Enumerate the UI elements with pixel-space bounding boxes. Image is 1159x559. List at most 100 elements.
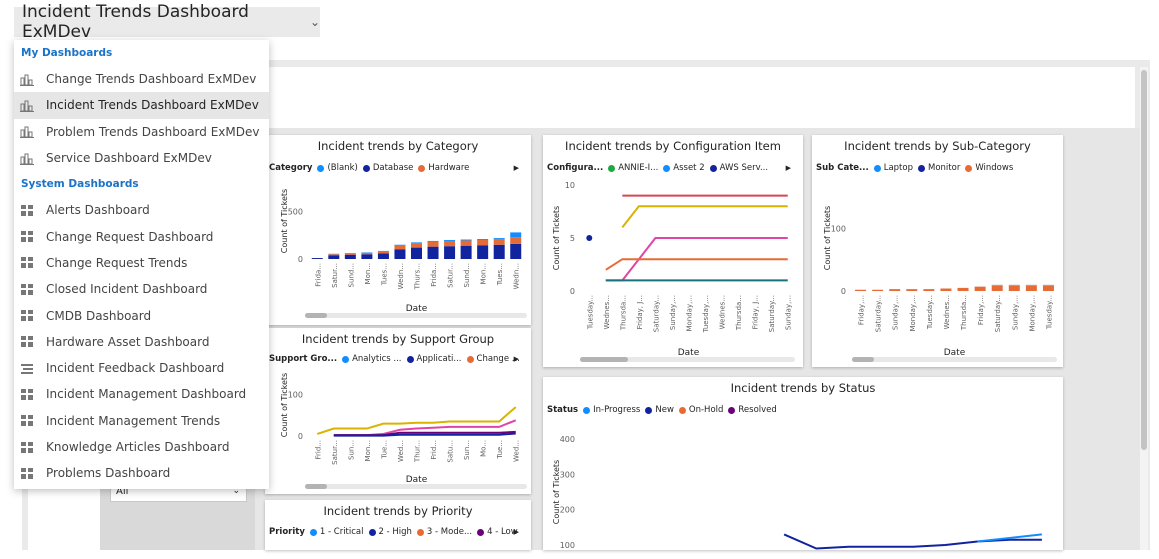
bar bbox=[427, 246, 439, 259]
feedback-icon bbox=[20, 362, 34, 375]
x-tick-label: Thursda... bbox=[735, 295, 743, 331]
legend-next-arrow-icon[interactable]: ▶ bbox=[513, 164, 519, 172]
legend-item[interactable]: 4 - Low bbox=[477, 527, 518, 537]
legend-item[interactable]: ANNIE-I... bbox=[608, 163, 658, 173]
legend-item[interactable]: Analytics ... bbox=[342, 354, 402, 364]
dashboard-menu-item[interactable]: Incident Management Trends bbox=[14, 408, 269, 434]
legend-item[interactable]: Resolved bbox=[728, 405, 777, 415]
dashboard-menu-item-label: Problems Dashboard bbox=[46, 466, 171, 481]
legend-item[interactable]: On-Hold bbox=[678, 405, 723, 415]
dashboard-selector[interactable]: Incident Trends Dashboard ExMDev ⌄ bbox=[14, 2, 320, 42]
bar bbox=[311, 258, 323, 259]
dashboard-menu-item[interactable]: Closed Incident Dashboard bbox=[14, 276, 269, 302]
dashboard-menu-item-label: Incident Feedback Dashboard bbox=[46, 361, 225, 376]
bar bbox=[394, 244, 406, 246]
dashboard-menu-item[interactable]: Incident Management Dashboard bbox=[14, 381, 269, 407]
x-axis-title: Date bbox=[406, 475, 428, 485]
support-group-chart-svg: 100 0 Frid... Satur... Sun... Mon... Tue... Wed… bbox=[280, 373, 521, 485]
dashboard-menu-item-label: Problem Trends Dashboard ExMDev bbox=[46, 124, 260, 139]
x-tick-label: Friday, J... bbox=[636, 295, 644, 329]
bar bbox=[411, 247, 422, 259]
legend-item[interactable]: AWS Serv... bbox=[709, 163, 768, 173]
bar bbox=[493, 239, 505, 245]
legend-item[interactable]: Change ... bbox=[466, 354, 520, 364]
series-line bbox=[621, 205, 788, 229]
legend-item[interactable]: Laptop bbox=[873, 163, 913, 173]
dashboard-menu-item[interactable]: Service Dashboard ExMDev bbox=[14, 145, 269, 171]
bar bbox=[991, 284, 1003, 286]
chart-card-category[interactable]: Incident trends by Category Category (Bl… bbox=[265, 135, 531, 325]
chart-card-status[interactable]: Incident trends by Status Status In-Prog… bbox=[543, 377, 1063, 550]
x-tick-label: Frid... bbox=[430, 440, 438, 459]
dashboard-menu-item[interactable]: Change Request Trends bbox=[14, 250, 269, 276]
chart-title: Incident trends by Status bbox=[730, 381, 876, 395]
x-axis-title: Date bbox=[406, 304, 428, 314]
chart-card-sub-category[interactable]: Incident trends by Sub-Category Sub Cate… bbox=[812, 135, 1063, 367]
x-tick-label: Frid... bbox=[314, 440, 322, 459]
dashboard-menu-item[interactable]: Incident Feedback Dashboard bbox=[14, 355, 269, 381]
legend-item[interactable]: Asset 2 bbox=[663, 163, 705, 173]
legend-item[interactable]: Windows bbox=[965, 163, 1013, 173]
legend-item[interactable]: Applicati... bbox=[406, 354, 462, 364]
chart-card-priority[interactable]: Incident trends by Priority Priority 1 -… bbox=[265, 500, 531, 550]
bar bbox=[377, 253, 389, 259]
chart-card-support-group[interactable]: Incident trends by Support Group Support… bbox=[265, 328, 531, 494]
x-tick-label: Sun... bbox=[463, 440, 471, 460]
legend-item[interactable]: Hardware bbox=[418, 163, 469, 173]
dashboard-menu-item[interactable]: Incident Trends Dashboard ExMDev bbox=[14, 92, 269, 119]
dashboard-menu-item[interactable]: Alerts Dashboard bbox=[14, 197, 269, 223]
vertical-scrollbar-thumb[interactable] bbox=[1141, 70, 1147, 450]
y-axis-title: Count of Tickets bbox=[552, 460, 561, 524]
chart-title: Incident trends by Category bbox=[317, 139, 479, 153]
legend-item[interactable]: 3 - Mode... bbox=[416, 527, 472, 537]
dashboard-menu-item[interactable]: Change Request Dashboard bbox=[14, 223, 269, 249]
dashboard-menu-item[interactable]: CMDB Dashboard bbox=[14, 302, 269, 328]
dashboard-menu-item[interactable]: Hardware Asset Dashboard bbox=[14, 329, 269, 355]
y-tick-label: 0 bbox=[298, 255, 303, 264]
legend-item[interactable]: 1 - Critical bbox=[309, 527, 364, 537]
x-tick-label: Sund... bbox=[463, 263, 471, 287]
horizontal-scrollbar[interactable] bbox=[852, 357, 1057, 362]
legend-item[interactable]: Database bbox=[362, 163, 413, 173]
horizontal-scrollbar[interactable] bbox=[305, 484, 527, 489]
x-tick-label: Thur... bbox=[414, 440, 422, 463]
bar bbox=[477, 240, 489, 246]
dashboard-menu-item[interactable]: Problem Trends Dashboard ExMDev bbox=[14, 119, 269, 145]
x-tick-label: Tuesday... bbox=[926, 295, 934, 330]
y-axis-title: Count of Tickets bbox=[280, 189, 289, 253]
x-tick-label: Thurs... bbox=[414, 263, 422, 290]
bar bbox=[510, 232, 522, 238]
legend-next-arrow-icon[interactable]: ▶ bbox=[513, 355, 519, 363]
x-tick-label: Wednes... bbox=[719, 295, 727, 329]
bar bbox=[991, 285, 1003, 291]
dashboard-menu-item[interactable]: Problems Dashboard bbox=[14, 460, 269, 486]
legend-next-arrow-icon[interactable]: ▶ bbox=[513, 528, 519, 536]
x-tick-label: Sunday,... bbox=[1011, 295, 1019, 330]
legend-item[interactable]: Monitor bbox=[918, 163, 960, 173]
y-axis-title: Count of Tickets bbox=[280, 373, 289, 437]
legend-item[interactable]: In-Progress bbox=[583, 405, 640, 415]
bar bbox=[1025, 284, 1037, 286]
bar bbox=[427, 241, 439, 247]
chart-legend: Status In-Progress New On-Hold Resolved bbox=[547, 403, 1059, 417]
chevron-down-icon[interactable]: ⌄ bbox=[309, 15, 320, 29]
dashboard-menu-item[interactable]: Change Trends Dashboard ExMDev bbox=[14, 66, 269, 92]
legend-item[interactable]: (Blank) bbox=[317, 163, 358, 173]
horizontal-scrollbar[interactable] bbox=[580, 357, 795, 362]
bar bbox=[510, 243, 522, 259]
bar bbox=[510, 237, 522, 244]
bar bbox=[444, 240, 456, 241]
x-tick-label: Saturday... bbox=[875, 295, 883, 332]
bar bbox=[493, 244, 505, 259]
legend-next-arrow-icon[interactable]: ▶ bbox=[785, 164, 791, 172]
x-tick-label: Satur... bbox=[331, 263, 339, 288]
horizontal-scrollbar[interactable] bbox=[305, 313, 527, 318]
legend-item[interactable]: 2 - High bbox=[368, 527, 412, 537]
bar bbox=[940, 288, 952, 291]
chart-card-configuration-item[interactable]: Incident trends by Configuration Item Co… bbox=[543, 135, 803, 367]
bar bbox=[427, 240, 439, 242]
dashboard-menu-item[interactable]: Knowledge Articles Dashboard bbox=[14, 434, 269, 460]
legend-item[interactable]: New bbox=[645, 405, 674, 415]
x-tick-label: Wednes... bbox=[603, 295, 611, 329]
x-tick-label: Satur... bbox=[331, 440, 339, 465]
